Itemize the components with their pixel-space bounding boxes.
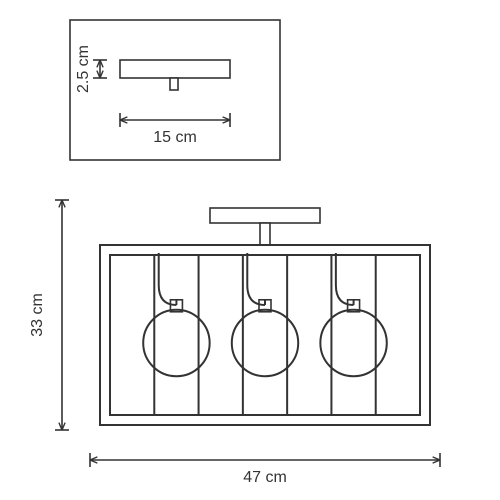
dim-label: 15 cm <box>153 129 197 146</box>
mount-stem-top <box>170 78 178 90</box>
dim-label: 47 cm <box>243 469 287 486</box>
mount-plate-top <box>120 60 230 78</box>
mount-stem <box>260 223 270 245</box>
mount-plate <box>210 208 320 223</box>
dim-label: 2.5 cm <box>75 45 92 93</box>
dim-label: 33 cm <box>29 293 46 337</box>
